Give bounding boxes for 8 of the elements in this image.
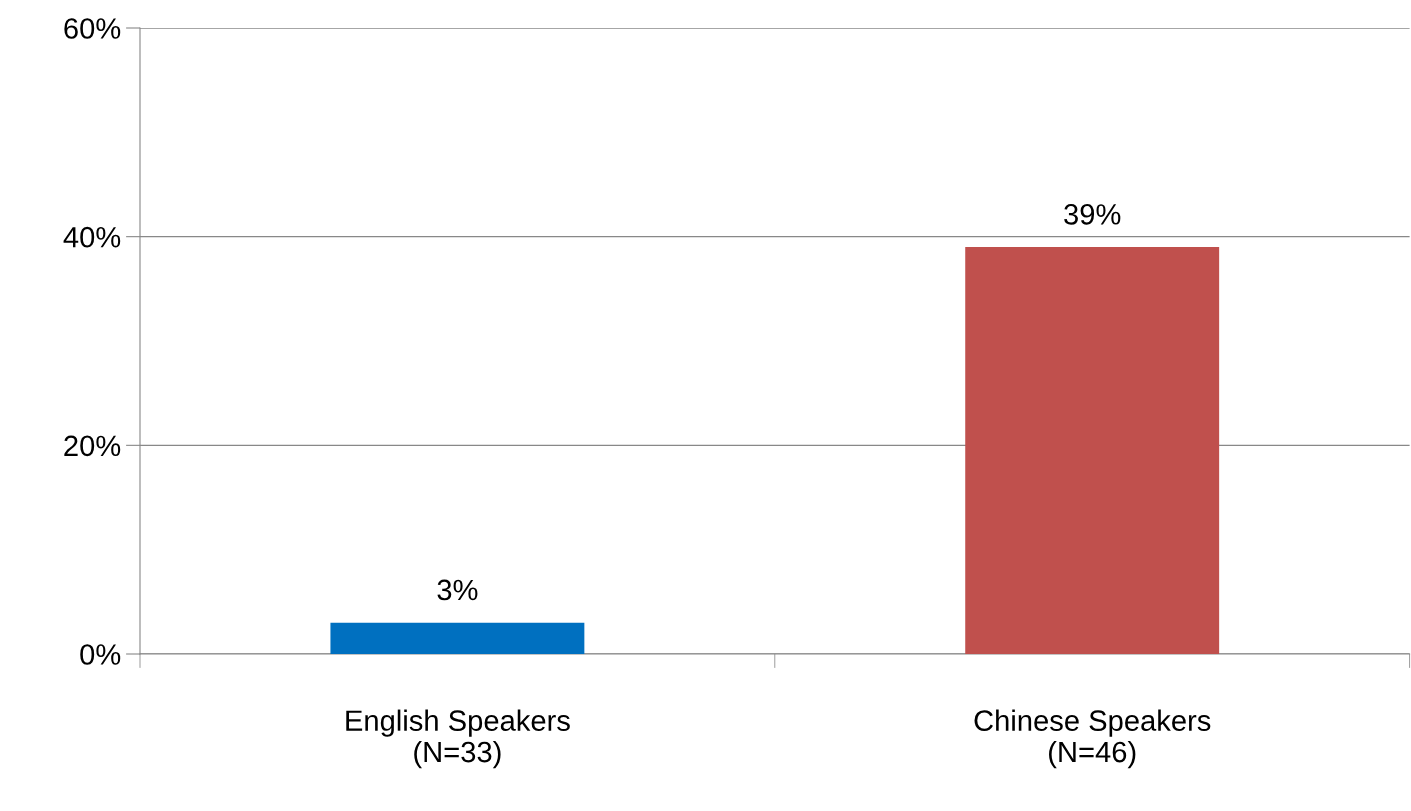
data-label: 3% [437,579,478,601]
x-tick-label: English Speakers (N=33) [346,709,570,769]
x-tick-label: Chinese Speakers (N=46) [974,709,1211,769]
y-tick-label: 40% [63,226,121,248]
y-tick-label: 20% [64,435,121,457]
y-tick-label: 0% [80,644,121,665]
y-tick-label: 60% [64,18,121,39]
data-label: 39% [1064,204,1121,225]
